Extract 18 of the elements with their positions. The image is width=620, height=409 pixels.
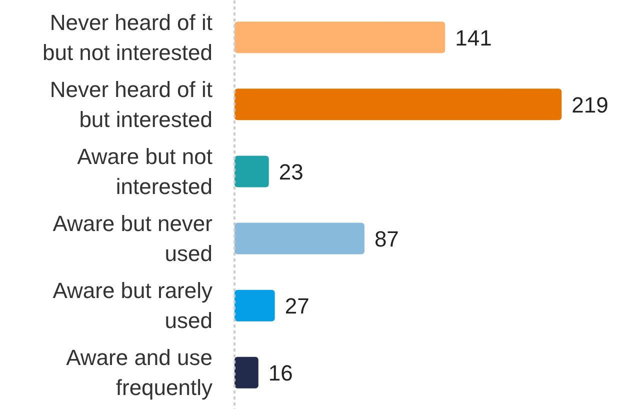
data-label: 27: [284, 294, 310, 319]
data-label: 219: [572, 92, 608, 118]
data-label: 16: [268, 360, 293, 386]
bar: [234, 88, 562, 120]
data-label: 23: [278, 159, 304, 184]
data-label: 87: [374, 226, 399, 252]
y-tick-label: Never heard of it but not interested: [42, 10, 213, 65]
data-label: 141: [455, 25, 492, 50]
bar: [234, 290, 275, 322]
y-tick-label: Never heard of it but interested: [50, 76, 213, 132]
y-tick-label: Aware and use frequently: [66, 345, 213, 400]
bar: [234, 22, 446, 54]
bar: [234, 356, 258, 388]
y-tick-label: Aware but not interested: [77, 144, 213, 199]
bar: [234, 156, 269, 188]
y-tick-label: Aware but never used: [52, 211, 213, 266]
bar: [234, 222, 364, 254]
y-tick-label: Aware but rarely used: [52, 278, 213, 334]
